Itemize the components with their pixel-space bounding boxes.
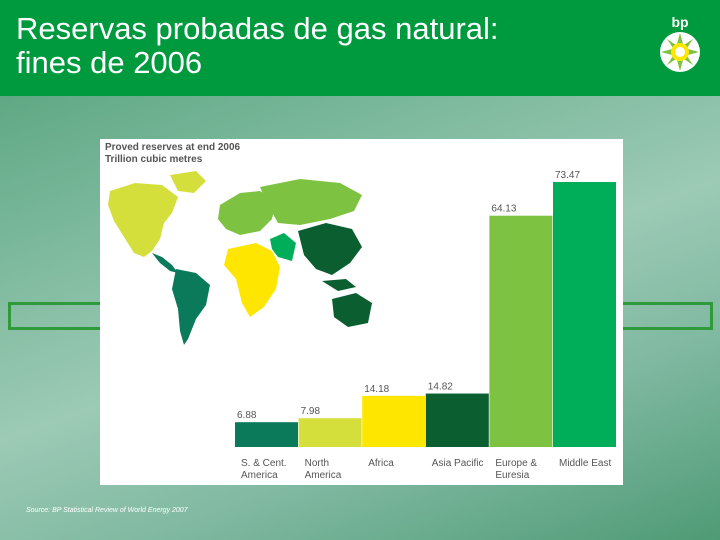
value-label-5: 73.47 [555,170,580,181]
map-indonesia [322,279,356,291]
map-middle-east [270,233,296,261]
category-label-4: Europe & Euresia [495,458,537,481]
decorative-frame-right [618,302,713,330]
bar-0 [235,422,298,447]
slide-header: Reservas probadas de gas natural: fines … [0,0,720,96]
value-label-4: 64.13 [491,204,516,215]
source-note: Source: BP Statistical Review of World E… [26,507,188,514]
category-label-5: Middle East [559,458,611,469]
map-greenland [170,171,206,193]
value-labels-group: 6.88 7.98 14.18 14.82 64.13 73.47 [237,170,580,421]
map-north-america [108,183,178,257]
helios-icon [660,32,700,72]
bar-2 [362,395,426,447]
map-africa [224,243,280,317]
map-south-america [172,269,210,345]
map-eurasia [260,179,362,225]
category-labels-group: S. & Cent. America North America Africa Asia … [241,458,611,481]
chart-subtitle: Trillion cubic metres [105,154,203,165]
map-central-america [152,253,178,273]
bp-logo: bp [652,14,708,78]
value-label-2: 14.18 [364,384,389,395]
bar-4 [489,215,553,447]
value-label-1: 7.98 [301,406,321,417]
world-map [108,171,372,345]
map-asia-pacific [298,223,362,275]
map-europe [218,191,276,235]
chart-title: Proved reserves at end 2006 [105,142,241,153]
value-label-3: 14.82 [428,382,453,393]
category-label-3: Asia Pacific [432,458,484,469]
category-label-2: Africa [368,458,394,469]
category-label-0: S. & Cent. America [241,458,287,481]
map-australia [332,293,372,327]
chart-panel: 6.88 7.98 14.18 14.82 64.13 73.47 S. & Cent. A… [100,139,623,485]
value-label-0: 6.88 [237,410,257,421]
reserves-chart: 6.88 7.98 14.18 14.82 64.13 73.47 S. & Cent. A… [108,170,616,481]
bar-3 [425,393,489,447]
category-label-1: North America [305,458,342,481]
decorative-frame-left [8,302,108,330]
bar-5 [553,182,616,447]
bp-logo-text: bp [671,14,689,30]
slide-title: Reservas probadas de gas natural: fines … [16,11,499,80]
bar-1 [298,418,362,447]
bars-group [235,182,616,447]
